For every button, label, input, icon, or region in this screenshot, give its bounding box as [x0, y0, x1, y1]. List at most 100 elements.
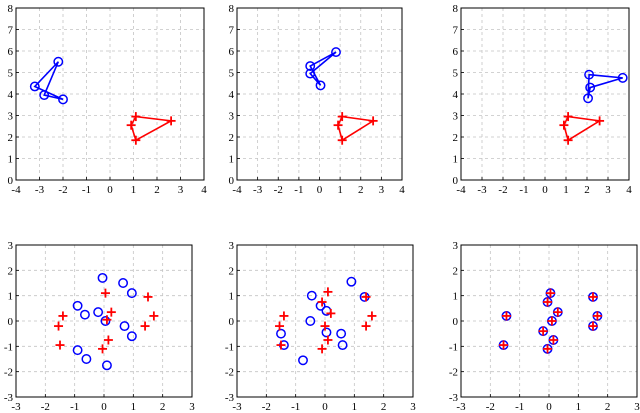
- y-tick-label: 6: [8, 46, 14, 58]
- y-tick-label: 4: [8, 89, 14, 101]
- y-tick-label: -1: [449, 341, 458, 353]
- red-plus-point: [317, 344, 327, 354]
- x-tick-label: 4: [626, 184, 632, 196]
- y-tick-label: -3: [449, 392, 459, 404]
- subplot-2: -4 -3 -2 -1 0 1 2 3 4 0 1 2 3 4 5 6 7 8: [229, 3, 406, 196]
- blue-circle-point: [29, 81, 40, 92]
- y-tick-label: -3: [225, 392, 235, 404]
- x-tick-label: -4: [11, 184, 21, 196]
- subplot-5: -3 -2 -1 0 1 2 3 -3 -2 -1 0 1 2 3: [225, 240, 416, 413]
- y-tick-label: 5: [8, 68, 14, 80]
- blue-circle-point: [72, 300, 83, 311]
- y-tick-label: 8: [8, 3, 14, 15]
- x-tick-label: -4: [232, 184, 242, 196]
- x-tick-label: 0: [107, 184, 113, 196]
- x-tick-label: 1: [337, 184, 343, 196]
- red-plus-point: [326, 308, 336, 318]
- x-tick-label: -2: [262, 401, 271, 413]
- x-tick-label: -3: [35, 184, 45, 196]
- x-tick-label: -3: [11, 401, 21, 413]
- x-tick-label: 1: [563, 184, 569, 196]
- red-plus-point: [543, 344, 553, 354]
- axes-frame: [236, 7, 403, 181]
- axes-frame: [460, 7, 630, 181]
- y-tick-label: 2: [229, 265, 235, 277]
- blue-circle-point: [72, 345, 83, 356]
- x-tick-label: 0: [317, 184, 323, 196]
- blue-circle-point: [93, 307, 104, 318]
- blue-circle-point: [617, 72, 628, 83]
- x-tick-label: -1: [294, 184, 303, 196]
- red-plus-point: [317, 297, 327, 307]
- y-tick-label: 7: [229, 25, 235, 37]
- x-tick-label: 0: [542, 184, 548, 196]
- subplot-4: -3 -2 -1 0 1 2 3 -3 -2 -1 0 1 2 3: [4, 240, 195, 413]
- y-tick-label: 8: [453, 3, 459, 15]
- red-plus-point: [106, 307, 116, 317]
- red-plus-point: [563, 135, 573, 145]
- blue-circle-point: [584, 69, 595, 80]
- y-tick-label: 3: [229, 111, 235, 123]
- x-tick-label: 2: [154, 184, 160, 196]
- x-tick-label: 1: [352, 401, 358, 413]
- blue-circle-point: [118, 278, 129, 288]
- x-tick-label: -2: [486, 401, 495, 413]
- red-plus-point: [361, 292, 371, 302]
- x-tick-label: -2: [274, 184, 283, 196]
- red-plus-point: [275, 321, 285, 331]
- y-tick-label: 2: [8, 265, 14, 277]
- subplot-6: -3 -2 -1 0 1 2 3 -3 -2 -1 0 1 2 3: [449, 240, 640, 413]
- x-tick-label: 3: [634, 401, 640, 413]
- red-plus-point: [98, 344, 108, 354]
- red-plus-point: [166, 116, 176, 126]
- blue-polygon-outline: [309, 51, 337, 86]
- y-tick-label: 1: [453, 291, 459, 303]
- red-plus-point: [563, 112, 573, 122]
- y-tick-label: 0: [453, 175, 459, 187]
- y-tick-label: 8: [229, 3, 235, 15]
- red-plus-point: [501, 311, 511, 321]
- x-tick-label: 3: [189, 401, 195, 413]
- red-plus-point: [595, 116, 605, 126]
- blue-circle-point: [101, 360, 112, 371]
- y-tick-label: 0: [8, 175, 14, 187]
- y-tick-label: 0: [8, 316, 14, 328]
- red-plus-point: [553, 307, 563, 317]
- blue-circle-point: [321, 327, 332, 338]
- blue-circle-point: [306, 290, 317, 301]
- y-tick-label: 7: [453, 25, 459, 37]
- x-tick-label: 4: [399, 184, 405, 196]
- x-tick-label: 3: [605, 184, 611, 196]
- red-plus-point: [545, 288, 555, 298]
- blue-circle-point: [126, 331, 137, 342]
- x-tick-label: 1: [131, 401, 137, 413]
- blue-circle-point: [331, 47, 341, 58]
- axes-frame: [15, 7, 205, 181]
- y-tick-label: 6: [229, 46, 235, 58]
- red-plus-point: [588, 321, 598, 331]
- y-tick-label: 4: [229, 89, 235, 101]
- x-tick-label: 2: [584, 184, 590, 196]
- blue-circle-point: [276, 328, 286, 339]
- blue-circle-point: [298, 355, 308, 366]
- x-tick-label: -3: [232, 401, 242, 413]
- subplot-1: -4 -3 -2 -1 0 1 2 3 4 0 1 2 3 4 5 6 7 8: [8, 3, 208, 196]
- blue-circle-point: [315, 80, 326, 91]
- red-plus-point: [538, 326, 548, 336]
- blue-circle-point: [53, 56, 64, 67]
- x-tick-label: -1: [515, 401, 524, 413]
- y-tick-label: 0: [453, 316, 459, 328]
- blue-circle-point: [97, 272, 108, 283]
- y-tick-label: 1: [229, 154, 235, 166]
- y-tick-label: 4: [453, 89, 459, 101]
- x-tick-label: 3: [178, 184, 184, 196]
- red-plus-point: [547, 316, 557, 326]
- x-tick-label: 4: [201, 184, 207, 196]
- red-plus-point: [131, 135, 141, 145]
- red-plus-point: [58, 311, 68, 321]
- red-plus-point: [368, 116, 378, 126]
- blue-circle-point: [39, 90, 50, 101]
- x-tick-label: -4: [456, 184, 466, 196]
- x-tick-label: 3: [379, 184, 385, 196]
